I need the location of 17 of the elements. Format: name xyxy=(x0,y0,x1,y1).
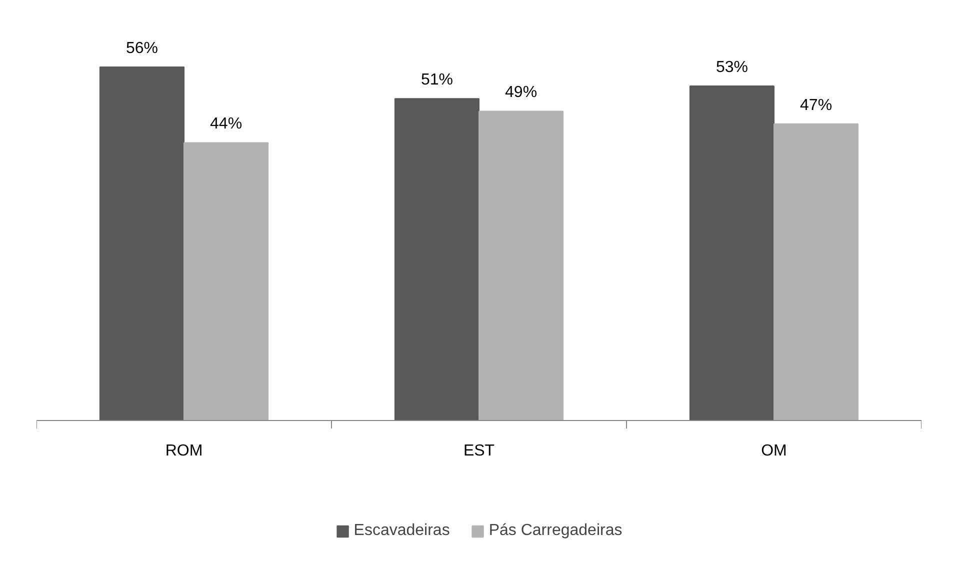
legend-label: Pás Carregadeiras xyxy=(488,522,622,540)
data-label: 53% xyxy=(716,58,748,76)
data-label: 47% xyxy=(800,96,832,114)
x-tick-label: ROM xyxy=(165,442,203,460)
bar xyxy=(99,66,184,421)
bar xyxy=(394,98,480,421)
bar xyxy=(184,142,269,421)
data-label: 56% xyxy=(126,40,158,58)
x-tick-label: EST xyxy=(463,442,495,460)
data-label: 44% xyxy=(210,116,242,133)
bar xyxy=(774,123,859,421)
data-label: 51% xyxy=(420,72,453,89)
bar xyxy=(689,85,774,421)
legend-label: Escavadeiras xyxy=(354,522,450,540)
data-label: 49% xyxy=(505,84,538,102)
bar xyxy=(478,110,564,421)
x-tick-label: OM xyxy=(761,442,787,460)
